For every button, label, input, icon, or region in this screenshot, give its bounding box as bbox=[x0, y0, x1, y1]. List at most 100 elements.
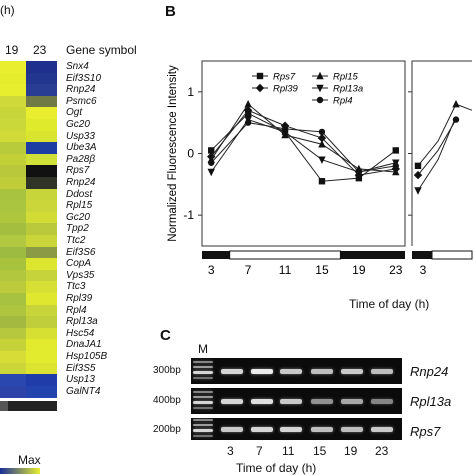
ladder-band bbox=[193, 366, 213, 368]
heatmap-cell bbox=[26, 130, 57, 143]
panel-c-label: C bbox=[160, 327, 171, 344]
heatmap-cell bbox=[26, 188, 57, 201]
heatmap-cell bbox=[26, 316, 57, 329]
heatmap-cell bbox=[26, 374, 57, 387]
ladder-band bbox=[193, 371, 213, 374]
gene-label: Ttc3 bbox=[66, 281, 86, 293]
second-data-point bbox=[413, 170, 423, 180]
ladder-band bbox=[193, 424, 213, 426]
gel-band bbox=[251, 399, 273, 404]
heatmap-cell bbox=[26, 258, 57, 271]
heatmap-cell bbox=[0, 200, 26, 213]
heatmap-cell bbox=[26, 293, 57, 306]
gel-gene-rnp24: Rnp24 bbox=[410, 364, 449, 379]
gene-label: Gc20 bbox=[66, 211, 90, 223]
gel-band bbox=[251, 369, 273, 374]
gene-label: Hsp105B bbox=[66, 351, 108, 362]
gene-label: Eif3S6 bbox=[66, 246, 96, 258]
second-series-line bbox=[417, 119, 457, 176]
heatmap-cell bbox=[0, 107, 26, 120]
heatmap-cell bbox=[0, 316, 26, 329]
heatmap-cell bbox=[0, 61, 26, 74]
ladder-band bbox=[193, 435, 213, 437]
data-point bbox=[317, 133, 327, 143]
heatmap-cell bbox=[0, 327, 26, 340]
heatmap-cell bbox=[26, 200, 57, 213]
x-tick-label: 19 bbox=[352, 263, 366, 277]
heatmap-cell bbox=[26, 119, 57, 132]
heatmap-cell bbox=[26, 385, 57, 398]
band-label-400bp: 400bp bbox=[153, 395, 181, 406]
ladder-band bbox=[193, 429, 213, 432]
gel-gene-rpl13a: Rpl13a bbox=[410, 394, 452, 409]
heatmap-cell bbox=[0, 188, 26, 201]
second-light-phase-bar bbox=[431, 250, 473, 260]
y-axis-title: Normalized Fluorescence Intensity bbox=[167, 65, 179, 242]
gel-band bbox=[311, 427, 333, 432]
gel-band bbox=[221, 399, 243, 404]
heatmap-cell bbox=[26, 269, 57, 282]
second-x-tick-label: 3 bbox=[420, 263, 427, 277]
gene-label: Hsc54 bbox=[66, 327, 95, 339]
series-line bbox=[210, 103, 396, 173]
x-tick-label: 7 bbox=[245, 263, 252, 277]
legend-label: Rpl39 bbox=[273, 84, 299, 95]
series-line bbox=[210, 122, 396, 173]
heatmap-cell bbox=[26, 362, 57, 375]
heatmap-cell bbox=[0, 304, 26, 317]
ladder-band bbox=[193, 407, 213, 409]
x-tick-label: 3 bbox=[208, 263, 215, 277]
data-point bbox=[244, 119, 252, 126]
hour-header-fragment: (h) bbox=[0, 3, 15, 17]
gel-x-axis-title: Time of day (h) bbox=[236, 461, 317, 475]
gene-label: Pa28β bbox=[66, 153, 96, 165]
second-data-point bbox=[414, 187, 422, 195]
x-tick-label: 15 bbox=[315, 263, 329, 277]
heatmap-cell bbox=[26, 339, 57, 352]
heatmap-cell bbox=[26, 223, 57, 236]
gel-band bbox=[311, 399, 333, 404]
marker-lane-label: M bbox=[198, 342, 208, 356]
y-tick-label: 0 bbox=[187, 147, 194, 161]
series-line bbox=[210, 118, 396, 173]
ladder-band bbox=[193, 361, 213, 363]
gene-label: Tpp2 bbox=[66, 223, 89, 235]
data-point bbox=[392, 167, 400, 176]
legend-label: Rpl13a bbox=[333, 84, 363, 95]
ladder-band bbox=[193, 377, 213, 379]
heatmap-cell bbox=[26, 211, 57, 224]
gel-gene-rps7: Rps7 bbox=[410, 424, 441, 439]
gel-band bbox=[371, 399, 393, 404]
second-series-line bbox=[417, 103, 473, 167]
gel-band bbox=[221, 369, 243, 374]
heatmap-cell bbox=[0, 269, 26, 282]
ladder-band bbox=[193, 391, 213, 393]
x-tick-label: 11 bbox=[279, 263, 292, 277]
gene-label: DnaJA1 bbox=[66, 339, 102, 351]
heatmap-cell bbox=[26, 235, 57, 248]
heatmap-cell bbox=[26, 281, 57, 294]
heatmap-cell bbox=[0, 351, 26, 364]
legend-label: Rps7 bbox=[273, 72, 296, 83]
gene-label: Usp33 bbox=[66, 130, 95, 142]
heatmap-cell bbox=[26, 142, 57, 155]
gene-label: Rnp24 bbox=[66, 177, 96, 188]
heatmap-cell bbox=[26, 61, 57, 74]
heatmap-cell bbox=[0, 84, 26, 97]
heatmap-cell bbox=[0, 119, 26, 132]
legend-label: Rpl4 bbox=[333, 96, 353, 107]
gel-time-3: 3 bbox=[227, 444, 234, 458]
gel-band bbox=[221, 427, 243, 432]
gene-label: Usp13 bbox=[66, 374, 95, 386]
col-hour-23: 23 bbox=[33, 43, 47, 57]
heatmap-cell bbox=[26, 177, 57, 190]
gel-time-23: 23 bbox=[375, 444, 389, 458]
gel-band bbox=[280, 399, 302, 404]
second-dark-phase-bar bbox=[412, 251, 432, 259]
gel-band bbox=[280, 427, 302, 432]
heatmap-cell bbox=[26, 95, 57, 108]
second-data-point bbox=[452, 116, 460, 123]
gene-label: Eif3S5 bbox=[66, 362, 96, 374]
gene-label: Rnp24 bbox=[66, 84, 96, 96]
heatmap-cell bbox=[26, 246, 57, 259]
